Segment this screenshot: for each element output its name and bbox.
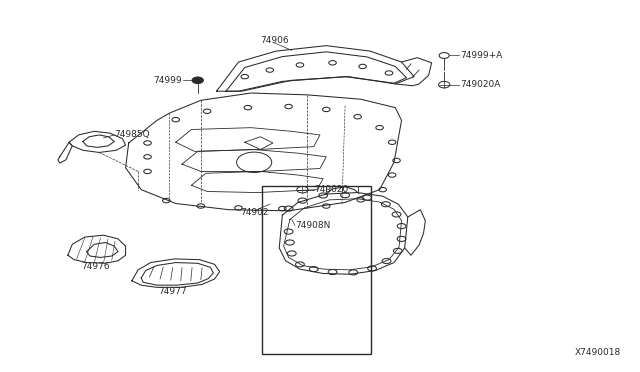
Text: 749020A: 749020A: [461, 80, 501, 89]
Text: 74976: 74976: [81, 262, 110, 272]
Text: 74999: 74999: [154, 76, 182, 85]
Text: 74908N: 74908N: [295, 221, 330, 230]
Text: 74902: 74902: [240, 208, 268, 217]
Text: X7490018: X7490018: [575, 349, 621, 357]
Text: 74985Q: 74985Q: [115, 131, 150, 140]
Circle shape: [192, 77, 204, 84]
Text: 74977: 74977: [158, 287, 187, 296]
Text: 74906: 74906: [260, 36, 289, 45]
Bar: [262, 186, 371, 354]
Text: 749020: 749020: [314, 185, 348, 194]
Text: 74999+A: 74999+A: [461, 51, 503, 60]
